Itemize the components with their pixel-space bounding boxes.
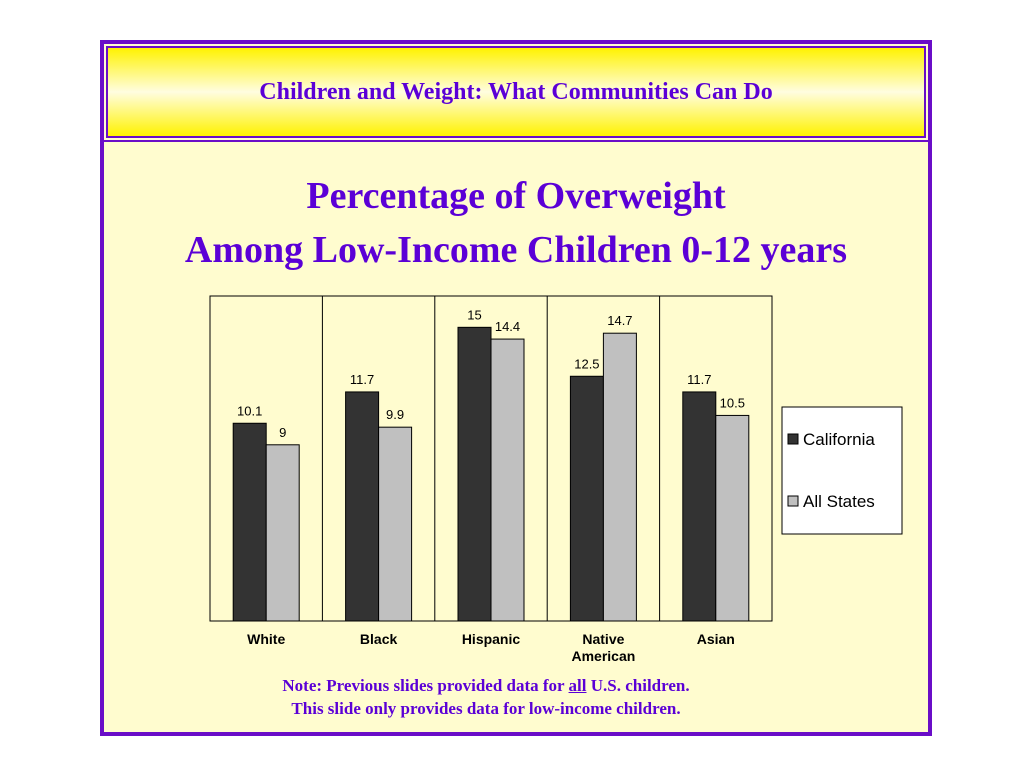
legend-label: California — [803, 430, 875, 449]
legend-swatch — [787, 433, 799, 445]
category-label: White — [247, 631, 285, 647]
note-emphasis: all — [568, 676, 587, 695]
note-line-1-start: Note: Previous slides provided data for — [282, 676, 569, 695]
data-label: 14.7 — [607, 313, 632, 328]
data-label: 12.5 — [574, 356, 599, 371]
legend: California All States — [781, 406, 903, 535]
data-label: 11.7 — [350, 372, 374, 387]
note-line-2: This slide only provides data for low-in… — [291, 699, 681, 718]
bar-california — [569, 375, 604, 622]
category-label: Asian — [697, 631, 735, 647]
bar-all-states — [378, 426, 413, 622]
data-label: 11.7 — [687, 372, 711, 387]
header-banner: Children and Weight: What Communities Ca… — [106, 46, 926, 138]
header-title: Children and Weight: What Communities Ca… — [259, 79, 773, 105]
bar-california — [345, 391, 380, 622]
bar-california — [457, 326, 492, 622]
legend-box — [781, 406, 903, 535]
note-line-1-end: U.S. children. — [586, 676, 690, 695]
data-label: 9 — [279, 425, 286, 440]
data-label: 14.4 — [495, 319, 520, 334]
category-label: Hispanic — [462, 631, 521, 647]
data-label: 15 — [467, 307, 481, 322]
bar-all-states — [490, 338, 525, 622]
plot-area: 10.1 9 White 11.7 9.9 Black 15 14.4 Hispanic 12.5… — [209, 295, 773, 664]
legend-label: All States — [803, 492, 875, 511]
data-label: 10.5 — [720, 395, 745, 410]
bar-california — [232, 422, 267, 622]
bar-all-states — [715, 414, 750, 622]
chart-title-line-1: Percentage of Overweight — [306, 175, 726, 217]
legend-swatch — [787, 495, 799, 507]
data-label: 10.1 — [237, 403, 262, 418]
note-line-1: Note: Previous slides provided data for … — [104, 675, 868, 697]
data-label: 9.9 — [386, 407, 404, 422]
chart-title-line-2: Among Low-Income Children 0-12 years — [184, 229, 848, 271]
bar-all-states — [602, 332, 637, 622]
category-label: Black — [360, 631, 398, 647]
header-divider — [104, 140, 928, 142]
category-label: Native American — [571, 631, 635, 664]
bar-all-states — [265, 444, 300, 622]
bar-california — [682, 391, 717, 622]
